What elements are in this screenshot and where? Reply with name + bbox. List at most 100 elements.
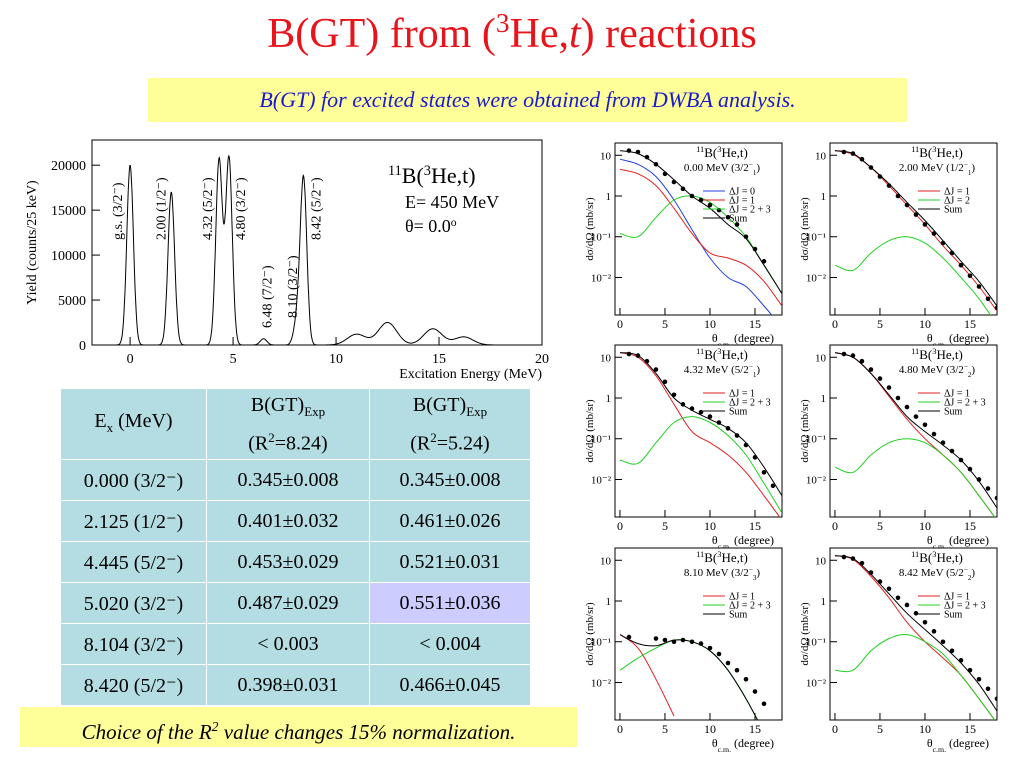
- x-tick-label: 10: [919, 519, 931, 533]
- model-curve: [619, 416, 782, 514]
- data-point: [922, 222, 928, 227]
- y-tick-label: 1: [606, 596, 612, 608]
- text-segment: (degree): [946, 533, 989, 547]
- header-cell: B(GT)Exp (R2=5.24): [369, 388, 531, 460]
- text-segment: (R: [410, 432, 431, 455]
- text-segment: 2.00 MeV (1/2: [899, 162, 964, 174]
- text-segment: −: [964, 363, 968, 371]
- data-point: [725, 660, 731, 666]
- panel-title: 11B(3He,t): [911, 346, 963, 362]
- text-segment: B(: [919, 145, 932, 160]
- data-point: [976, 676, 982, 682]
- data-point: [895, 395, 901, 401]
- x-axis-label: Excitation Energy (MeV): [399, 367, 542, 382]
- text-segment: 1: [753, 371, 757, 379]
- x-tick-label: 0: [617, 317, 623, 331]
- text-segment: θ: [712, 331, 718, 345]
- text-segment: c.m.: [933, 340, 946, 349]
- data-point: [698, 409, 704, 415]
- slide-title: B(GT) from (3He,t) reactions: [0, 8, 1024, 58]
- text-segment: E: [94, 409, 107, 432]
- data-point: [904, 202, 910, 208]
- header-line: B(GT)Exp: [370, 392, 530, 425]
- data-point: [761, 258, 767, 264]
- data-point: [626, 351, 632, 357]
- data-point: [967, 466, 973, 472]
- text-segment: B(: [919, 550, 932, 565]
- data-point: [734, 667, 740, 673]
- data-point: [841, 149, 847, 155]
- legend-label: ΔJ = 2 + 3: [944, 398, 986, 409]
- text-segment: 2: [968, 574, 972, 582]
- text-segment: He,t): [936, 550, 962, 565]
- data-point: [958, 457, 964, 463]
- y-tick-label: 1: [821, 596, 827, 608]
- inset-text: θ= 0.0o: [405, 216, 457, 237]
- data-point: [886, 586, 892, 592]
- panel-subtitle: 8.42 MeV (5/2−2): [899, 566, 976, 582]
- text-segment: θ: [927, 331, 933, 345]
- data-point: [868, 570, 874, 575]
- data-point: [895, 193, 901, 199]
- data-point: [653, 367, 659, 372]
- data-point: [994, 495, 997, 501]
- data-point: [994, 305, 997, 311]
- data-point: [689, 193, 695, 199]
- data-point: [698, 197, 704, 203]
- y-tick-label: 10⁻²: [806, 677, 827, 689]
- legend-label: Sum: [729, 214, 748, 225]
- y-tick-label: 1: [606, 393, 612, 405]
- data-point: [913, 414, 919, 419]
- data-point: [743, 234, 749, 240]
- panel-frame: [829, 547, 998, 721]
- table-row: 5.020 (3/2⁻) 0.487±0.029 0.551±0.036: [60, 582, 531, 624]
- data-point: [707, 414, 713, 419]
- text-segment: 3: [717, 346, 721, 356]
- y-tick-label: 5000: [58, 294, 86, 309]
- text-segment: θ: [712, 533, 718, 547]
- x-tick-label: 0: [832, 722, 838, 736]
- data-point: [626, 634, 632, 640]
- x-axis-label: θc.m. (degree): [927, 533, 989, 551]
- x-tick-label: 5: [662, 317, 668, 331]
- panel-subtitle: 0.00 MeV (3/2−1): [684, 161, 761, 177]
- data-point: [725, 426, 731, 431]
- table-cell: 8.420 (5/2⁻): [60, 664, 207, 706]
- data-point: [931, 629, 937, 634]
- text-segment: 11: [388, 163, 402, 179]
- x-tick-label: 0: [832, 317, 838, 331]
- model-curve: [619, 168, 782, 307]
- y-tick-label: 10: [815, 352, 827, 364]
- text-segment: 11: [911, 144, 919, 154]
- text-segment: c.m.: [718, 340, 731, 349]
- text-segment: 2: [430, 429, 437, 445]
- x-tick-label: 0: [617, 519, 623, 533]
- y-tick-label: 10⁻²: [591, 474, 612, 486]
- y-tick-label: 10000: [51, 249, 86, 264]
- data-point: [877, 579, 883, 584]
- panel-subtitle: 8.10 MeV (3/2−3): [684, 566, 761, 582]
- data-point: [671, 179, 677, 185]
- data-point: [662, 379, 668, 385]
- x-tick-label: 5: [877, 317, 883, 331]
- peak-label: 4.80 (3/2⁻): [234, 177, 249, 240]
- legend-label: ΔJ = 2 + 3: [729, 205, 771, 216]
- text-segment: 11: [696, 144, 704, 154]
- y-tick-label: 10⁻¹: [806, 637, 826, 649]
- data-point: [868, 367, 874, 372]
- header-cell: Ex (MeV): [60, 388, 207, 460]
- y-tick-label: 10⁻¹: [591, 637, 611, 649]
- x-tick-label: 5: [662, 519, 668, 533]
- text-segment: 3: [495, 8, 510, 38]
- text-segment: 1: [753, 169, 757, 177]
- panel-frame: [614, 344, 783, 518]
- panel-title: 11B(3He,t): [911, 549, 963, 565]
- text-segment: 11: [696, 346, 704, 356]
- table-cell: 0.345±0.008: [206, 459, 370, 501]
- text-segment: He,t): [936, 347, 962, 362]
- legend-label: ΔJ = 0: [729, 187, 755, 198]
